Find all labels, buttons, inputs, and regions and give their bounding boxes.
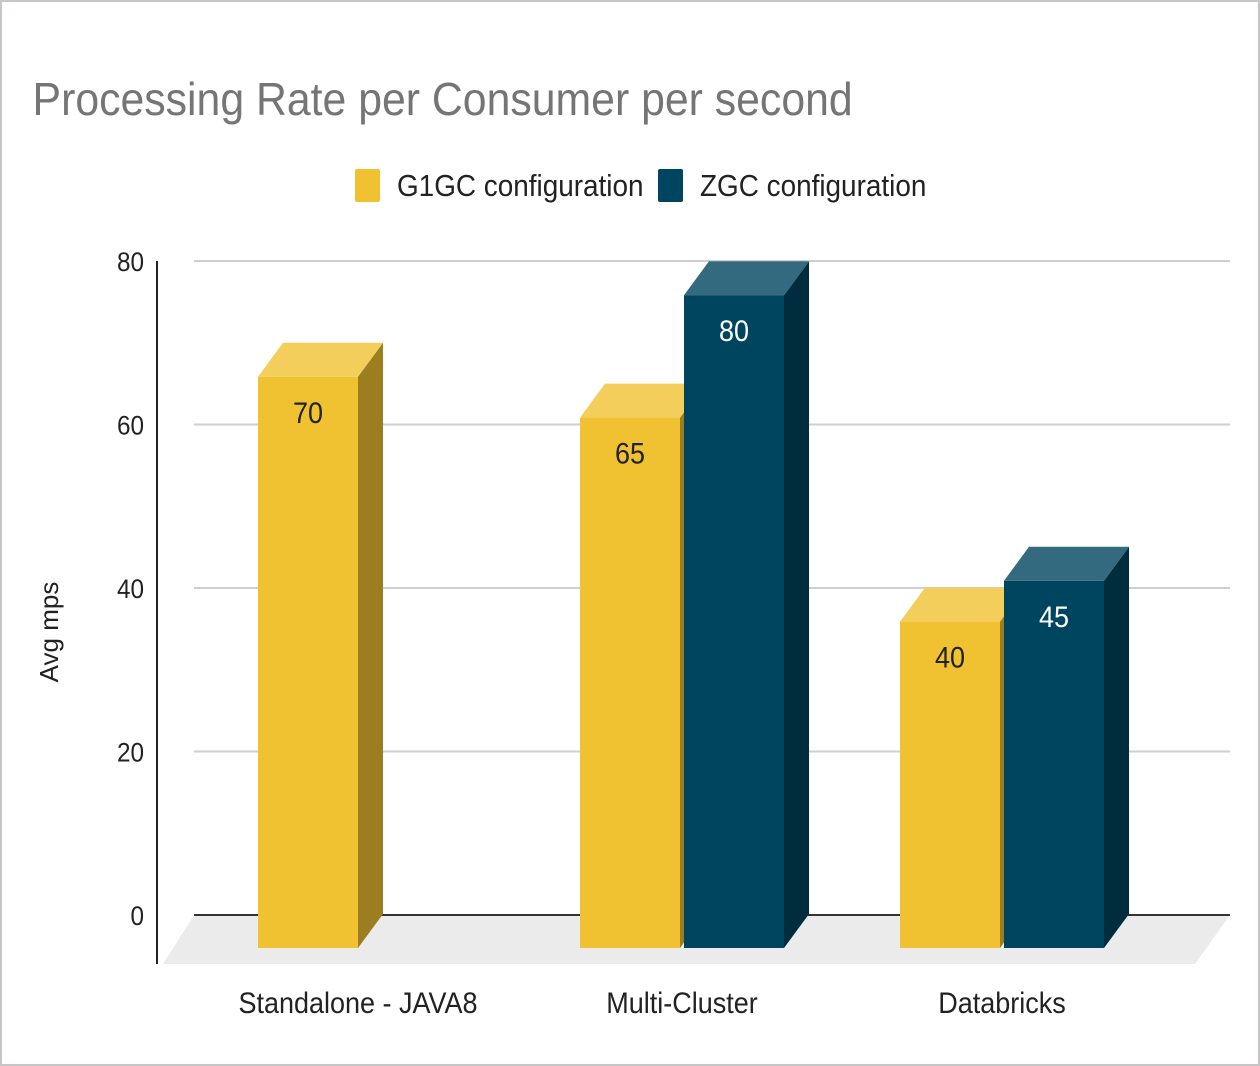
x-tick-label: Multi-Cluster <box>606 987 758 1021</box>
legend: G1GC configuration ZGC configuration <box>355 169 926 204</box>
bar-front <box>684 295 784 948</box>
x-tick-label: Standalone - JAVA8 <box>239 987 478 1021</box>
y-axis-label: Avg mps <box>34 582 64 683</box>
data-label: 80 <box>719 315 749 349</box>
bar-zgc-1: 80 <box>684 261 809 948</box>
y-tick-label: 60 <box>117 411 144 440</box>
data-label: 70 <box>293 397 323 431</box>
chart-title: Processing Rate per Consumer per second <box>33 75 853 126</box>
bar-side <box>784 261 809 948</box>
bar-zgc-2: 45 <box>1004 546 1129 948</box>
bar-front <box>900 621 1000 948</box>
bar-front <box>258 376 358 948</box>
data-label: 45 <box>1039 601 1069 635</box>
x-tick-label: Databricks <box>938 987 1065 1021</box>
data-label: 40 <box>935 641 965 675</box>
data-label: 65 <box>615 437 645 471</box>
bar-top <box>684 261 809 296</box>
bar-top <box>580 383 705 418</box>
y-tick-label: 20 <box>117 738 144 767</box>
legend-label: G1GC configuration <box>397 169 644 204</box>
legend-label: ZGC configuration <box>700 169 926 204</box>
legend-swatch <box>355 169 380 202</box>
bar-side <box>1104 546 1129 948</box>
bar-top <box>900 587 1025 622</box>
bar-front <box>580 417 680 949</box>
y-tick-label: 80 <box>117 248 144 277</box>
bar-top <box>258 342 383 377</box>
legend-swatch <box>658 169 683 202</box>
y-tick-label: 40 <box>117 575 144 604</box>
bar-front <box>1004 580 1104 948</box>
bar-side <box>358 342 383 948</box>
bar-top <box>1004 546 1129 581</box>
bar-g1gc-0: 70 <box>258 342 383 948</box>
y-tick-label: 0 <box>130 902 144 931</box>
